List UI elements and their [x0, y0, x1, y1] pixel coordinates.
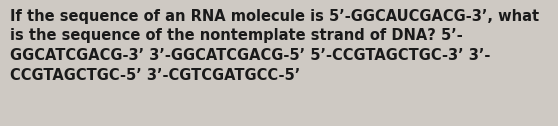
Text: If the sequence of an RNA molecule is 5’-GGCAUCGACG-3’, what
is the sequence of : If the sequence of an RNA molecule is 5’… — [10, 9, 539, 83]
